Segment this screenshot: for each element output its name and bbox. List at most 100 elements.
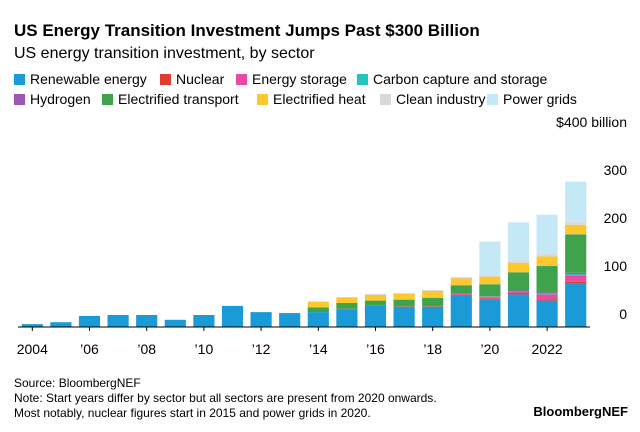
bar-segment [479,299,501,327]
x-tick-label: ’06 [80,341,99,357]
bar-segment [507,260,530,263]
legend-label: Carbon capture and storage [373,71,548,87]
bar-segment [479,297,501,299]
legend-swatch [14,94,25,105]
bar-segment [507,291,530,293]
bar-segment [479,275,501,277]
x-tick-label: 2022 [532,341,563,357]
bar-segment [279,313,301,327]
bar-segment [479,298,501,300]
bar-segment [565,234,587,273]
x-tick-label: 2004 [17,341,48,357]
bar-segment [565,275,587,282]
bar-segment [136,315,158,327]
chart-title: US Energy Transition Investment Jumps Pa… [14,21,480,40]
bar-segment [393,292,415,294]
bar-segment [479,241,501,276]
bar-segment [536,214,558,255]
legend-swatch [357,74,368,85]
bar-segment [450,295,472,327]
legend-label: Electrified transport [118,91,239,107]
bar-segment [507,262,530,273]
legend-label: Electrified heat [273,91,366,107]
bar-segment [507,222,530,261]
y-tick-label: 300 [604,162,628,178]
bar-segment [364,305,387,327]
legend-label: Energy storage [252,71,347,87]
bar-segment [450,293,472,295]
chart-subtitle: US energy transition investment, by sect… [14,45,315,62]
x-tick-label: ’16 [366,341,385,357]
bar-segment [565,274,587,276]
bar-segment [422,291,444,298]
y-tick-label: 0 [619,306,627,322]
bar-segment [422,297,444,307]
bar-segment [536,266,558,293]
bar-segment [565,283,587,327]
bar-segment [565,224,587,235]
bar-segment [536,294,558,300]
bar-segment [164,319,186,327]
bar-segment [336,303,358,309]
bar-segment [565,272,587,275]
legend-label: Renewable energy [30,71,147,87]
brand-logo: BloombergNEF [533,404,628,419]
x-tick-label: ’10 [195,341,214,357]
bar-segment [250,312,272,327]
bar-segment [336,297,358,303]
bar-segment [50,322,72,327]
legend-swatch [160,74,171,85]
bar-segment [536,300,558,327]
bar-segment [536,254,558,257]
bar-segment [450,294,472,296]
bar-segment [536,299,558,301]
bar-segment [450,277,472,279]
legend-swatch [487,94,498,105]
x-tick-label: ’12 [252,341,271,357]
bar-segment [507,292,530,295]
bar-segment [307,312,329,327]
bar-segment [507,294,530,327]
legend-label: Nuclear [176,71,225,87]
legend-swatch [380,94,391,105]
bar-segment [479,276,501,285]
bar-segment [364,293,387,295]
bar-segment [336,309,358,327]
legend-swatch [236,74,247,85]
bar-segment [536,293,558,295]
bar-segment [450,285,472,294]
bar-segment [193,315,215,327]
legend-label: Power grids [503,91,577,107]
x-tick-label: ’20 [481,341,500,357]
bar-segment [536,256,558,267]
bar-segment [565,181,587,222]
bar-segment [21,324,43,327]
x-tick-label: ’08 [137,341,156,357]
bar-segment [565,281,587,284]
bar-segment [364,300,387,306]
y-tick-label: 100 [604,258,628,274]
legend-swatch [14,74,25,85]
bar-segment [536,292,558,294]
bar-segment [393,299,415,307]
y-tick-label: $400 billion [556,114,627,130]
legend-swatch [102,94,113,105]
y-tick-label: 200 [604,210,628,226]
bar-segment [307,307,329,313]
bar-segment [307,301,329,308]
bar-segment [565,221,587,225]
legend-label: Hydrogen [30,91,91,107]
bar-segment [221,305,244,327]
note: Most notably, nuclear figures start in 2… [14,406,371,420]
bar-segment [107,315,129,327]
bar-segment [393,293,415,300]
x-tick-label: ’14 [309,341,328,357]
bar-segment [422,290,444,291]
bar-segment [78,315,101,327]
source: Source: BloombergNEF [14,376,141,390]
x-tick-label: ’18 [423,341,442,357]
bar-segment [393,306,415,327]
legend-swatch [257,94,268,105]
bar-segment [364,294,387,301]
